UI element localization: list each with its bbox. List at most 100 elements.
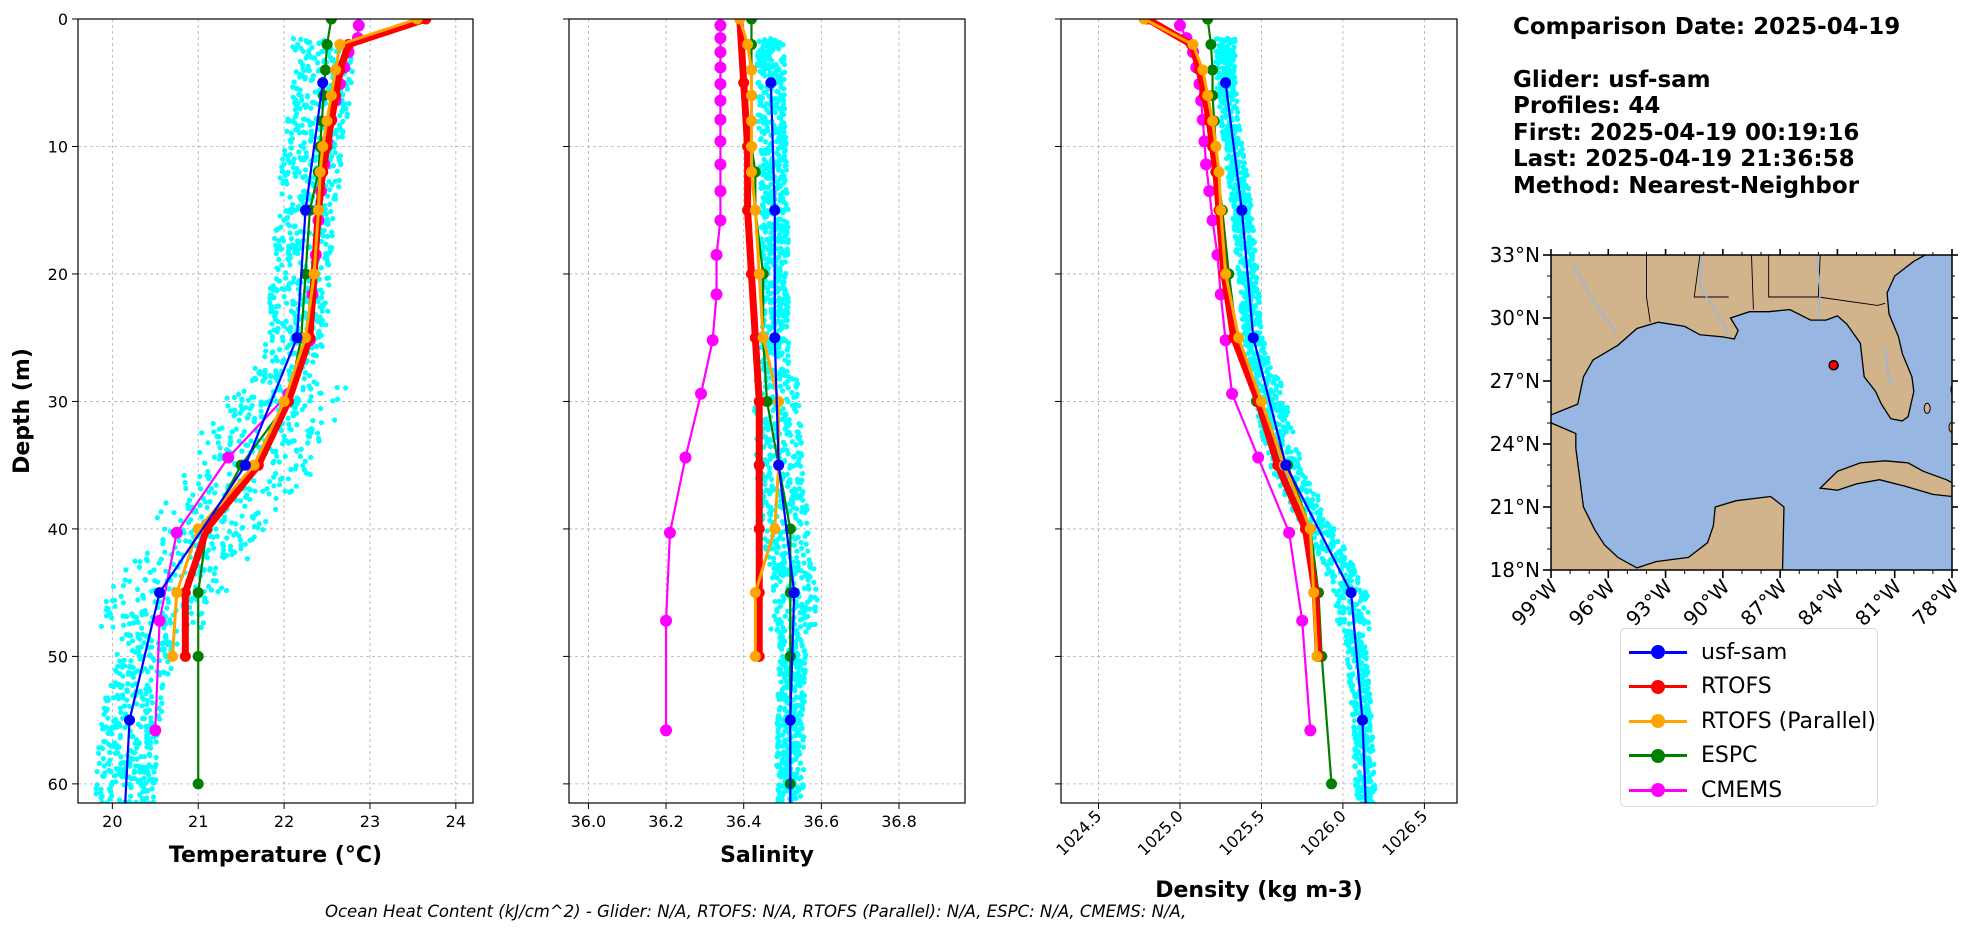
series-point	[773, 459, 785, 471]
glider-point	[756, 38, 762, 45]
y-tick-label: 20	[48, 265, 68, 284]
glider-point	[778, 631, 784, 637]
series-point	[1356, 714, 1368, 726]
glider-point	[271, 287, 277, 293]
glider-point	[792, 742, 798, 749]
glider-point	[785, 340, 792, 346]
series-point	[1283, 526, 1296, 539]
glider-point	[1220, 54, 1226, 60]
glider-point	[266, 491, 272, 497]
glider-point	[755, 118, 762, 125]
glider-point	[99, 793, 105, 799]
map-lon-label: 93°W	[1621, 574, 1677, 630]
series-point	[1200, 158, 1213, 171]
series-point	[124, 714, 136, 726]
glider-point	[777, 327, 783, 333]
glider-point	[327, 187, 333, 193]
glider-point	[145, 731, 151, 737]
glider-point	[334, 384, 340, 391]
glider-point	[798, 658, 804, 664]
glider-point	[274, 265, 280, 271]
glider-point	[303, 104, 309, 110]
glider-point	[289, 206, 295, 212]
glider-point	[276, 278, 282, 284]
glider-point	[141, 775, 147, 781]
glider-point	[1240, 260, 1247, 266]
glider-point	[285, 326, 291, 332]
glider-point	[785, 483, 791, 489]
glider-point	[108, 682, 114, 689]
series-point	[1187, 38, 1199, 50]
glider-point	[799, 725, 805, 731]
glider-point	[1226, 73, 1232, 79]
series-point	[300, 268, 312, 280]
glider-point	[220, 541, 226, 547]
glider-point	[294, 86, 300, 92]
glider-point	[783, 167, 789, 173]
method: Method: Nearest-Neighbor	[1513, 172, 1860, 199]
glider-point	[770, 47, 776, 53]
glider-point	[777, 250, 783, 256]
glider-point	[1248, 270, 1254, 276]
glider-point	[162, 634, 168, 640]
glider-point	[1261, 341, 1267, 347]
map-lat-label: 27°N	[1490, 369, 1540, 393]
glider-point	[765, 426, 771, 433]
glider-point	[1343, 640, 1349, 646]
glider-point	[315, 331, 321, 337]
glider-point	[763, 499, 769, 506]
glider-point	[329, 182, 335, 188]
glider-point	[756, 125, 762, 131]
glider-point	[797, 710, 803, 716]
glider-point	[285, 440, 292, 446]
glider-point	[164, 605, 170, 611]
glider-point	[807, 563, 813, 570]
glider-point	[291, 438, 297, 444]
glider-point	[280, 156, 286, 162]
glider-point	[775, 795, 781, 801]
glider-point	[1244, 313, 1250, 319]
glider-point	[249, 377, 256, 384]
glider-point	[1235, 264, 1241, 271]
glider-point	[247, 487, 253, 493]
glider-point	[134, 586, 141, 593]
glider-point	[318, 265, 324, 271]
glider-point	[764, 295, 771, 301]
glider-point	[288, 236, 295, 242]
x-tick-label: 36.4	[726, 812, 762, 831]
glider-point	[175, 550, 181, 556]
glider-point	[770, 587, 777, 593]
glider-point	[1250, 287, 1256, 293]
glider-point	[160, 537, 166, 543]
series-point	[317, 140, 329, 152]
glider-point	[779, 796, 785, 803]
series-point	[1220, 77, 1232, 89]
glider-point	[1355, 608, 1362, 614]
glider-point	[340, 128, 346, 134]
glider-point	[310, 418, 316, 424]
series-point	[1202, 19, 1214, 25]
glider-point	[793, 515, 799, 521]
glider-point	[759, 209, 765, 216]
glider-point	[214, 533, 220, 539]
glider-point	[1299, 487, 1305, 493]
glider-point	[281, 147, 288, 153]
glider-point	[794, 476, 801, 482]
glider-point	[210, 420, 216, 427]
series-point	[761, 395, 773, 407]
series-point	[1138, 19, 1150, 25]
glider-point	[157, 716, 163, 722]
glider-point	[289, 364, 295, 370]
glider-point	[211, 429, 217, 435]
glider-point	[280, 338, 286, 344]
glider-point	[767, 163, 773, 170]
glider-point	[285, 476, 291, 482]
glider-point	[774, 284, 780, 291]
glider-point	[1315, 517, 1322, 523]
series-point	[753, 459, 765, 471]
glider-point	[269, 337, 275, 344]
glider-point	[1250, 274, 1257, 280]
island	[1957, 437, 1963, 447]
glider-point	[195, 481, 202, 487]
